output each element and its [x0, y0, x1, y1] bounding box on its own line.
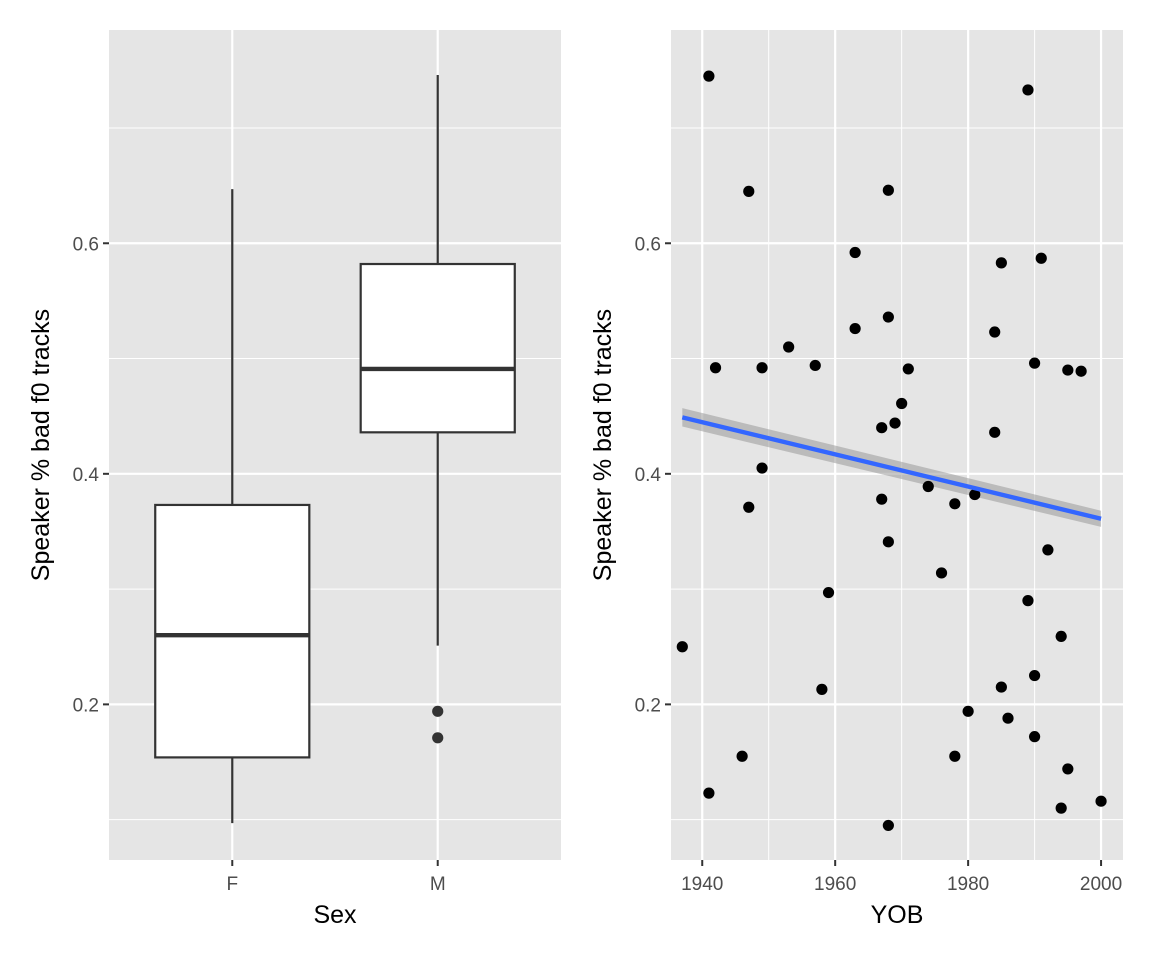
scatter-point [1055, 802, 1067, 814]
scatter-x-tick-label: 1980 [947, 874, 989, 895]
scatter-point [1095, 795, 1107, 807]
boxplot-y-ticks: 0.2 0.4 0.6 [73, 234, 109, 716]
scatter-point [756, 362, 768, 374]
scatter-point [1055, 630, 1067, 642]
scatter-point [1062, 364, 1074, 376]
box-iqr [154, 503, 311, 759]
scatter-point [882, 819, 894, 832]
scatter-point [809, 359, 821, 372]
scatter-x-tick-label: 1940 [681, 874, 723, 895]
scatter-point [736, 750, 748, 762]
scatter-point [882, 311, 894, 323]
scatter-point [1022, 595, 1034, 607]
box-M [359, 74, 516, 744]
scatter-point [969, 488, 981, 501]
scatter-point [709, 362, 722, 374]
scatter-point [743, 185, 755, 197]
scatter-y-tick-label: 0.4 [635, 465, 662, 486]
scatter-point [995, 257, 1007, 269]
scatter-point [922, 480, 934, 493]
scatter-point [703, 787, 715, 799]
scatter-point [703, 70, 715, 82]
scatter-point [1028, 731, 1041, 743]
scatter-point [756, 462, 768, 474]
scatter-y-tick-label: 0.2 [635, 695, 661, 716]
scatter-point [783, 341, 795, 353]
scatter-point [822, 586, 835, 599]
boxplot-x-axis-title: Sex [313, 901, 357, 929]
boxplot-x-tick-label: F [226, 874, 238, 895]
scatter-point [1028, 357, 1041, 369]
box-F [154, 189, 311, 824]
scatter-point [849, 246, 861, 259]
smooth-line [681, 415, 1102, 521]
scatter-point [949, 750, 961, 762]
scatter-x-tick-label: 2000 [1080, 874, 1122, 895]
scatter-point [882, 536, 894, 548]
scatter-point [896, 397, 908, 410]
scatter-point [949, 498, 961, 510]
scatter-x-ticks: 1940 1960 1980 2000 [681, 860, 1122, 895]
boxplot-y-tick-label: 0.4 [73, 465, 100, 486]
scatter-point [1075, 365, 1087, 377]
scatter-point [816, 683, 828, 695]
box-iqr [359, 262, 516, 434]
scatter-points [676, 70, 1107, 832]
scatter-point [1042, 544, 1054, 556]
scatter-point [1028, 669, 1041, 682]
boxplot-y-tick-label: 0.6 [73, 234, 99, 255]
scatter-panel-background [671, 30, 1123, 860]
scatter-point [902, 363, 914, 375]
scatter-panel: 0.2 0.4 0.6 1940 1960 1980 2000 YOB Speaker %… [589, 30, 1123, 929]
scatter-point [1022, 84, 1034, 96]
scatter-y-ticks: 0.2 0.4 0.6 [635, 234, 671, 716]
box-outlier [432, 705, 444, 717]
scatter-gridlines [671, 30, 1123, 860]
scatter-point [989, 426, 1001, 438]
smooth-fit-line [681, 415, 1102, 521]
scatter-point [1002, 712, 1014, 724]
scatter-point [995, 681, 1007, 693]
scatter-point [676, 641, 688, 653]
scatter-point [989, 326, 1001, 338]
scatter-y-tick-label: 0.6 [635, 234, 661, 255]
scatter-point [1062, 763, 1074, 775]
scatter-point [882, 184, 894, 196]
scatter-point [1035, 252, 1047, 264]
scatter-point [743, 501, 755, 513]
scatter-y-axis-title: Speaker % bad f0 tracks [589, 309, 617, 581]
boxplot-x-tick-label: M [430, 874, 446, 895]
scatter-point [876, 422, 888, 434]
scatter-point [935, 567, 948, 579]
scatter-point [962, 705, 974, 717]
boxplot-y-axis-title: Speaker % bad f0 tracks [27, 309, 55, 581]
boxplot-boxes [154, 74, 516, 824]
boxplot-y-tick-label: 0.2 [73, 695, 99, 716]
scatter-point [849, 322, 861, 335]
scatter-x-tick-label: 1960 [814, 874, 856, 895]
box-outlier [432, 732, 444, 744]
scatter-point [889, 417, 901, 429]
scatter-x-axis-title: YOB [871, 901, 924, 929]
scatter-point [876, 493, 888, 505]
